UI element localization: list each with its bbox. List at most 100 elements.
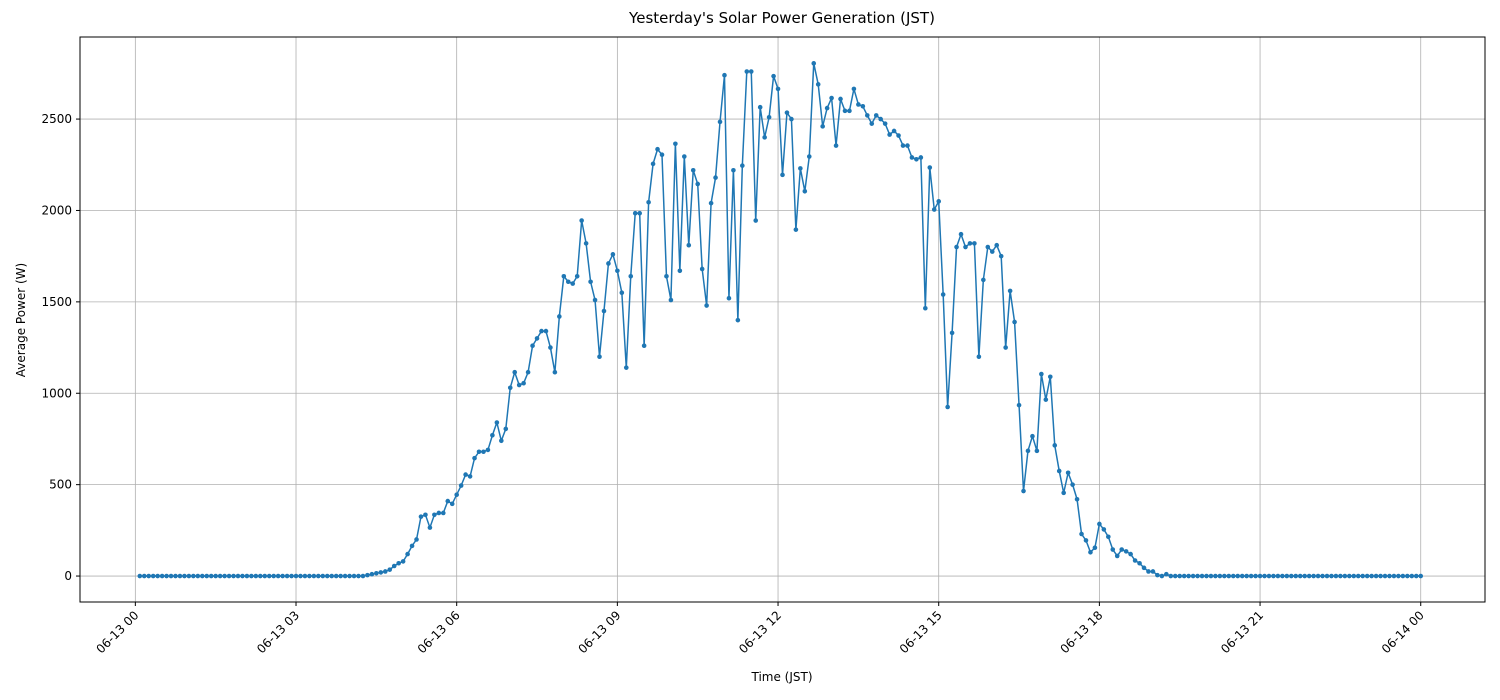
- data-point: [998, 253, 1004, 259]
- data-point: [1213, 573, 1218, 579]
- data-point: [1338, 573, 1343, 579]
- data-point: [869, 121, 875, 126]
- data-point: [231, 573, 236, 579]
- data-point: [1262, 573, 1267, 579]
- data-point: [931, 207, 937, 212]
- data-point: [208, 573, 214, 579]
- data-point: [1159, 573, 1165, 579]
- data-point: [235, 573, 241, 579]
- data-point: [851, 86, 857, 92]
- data-point: [713, 175, 718, 180]
- y-tick-label: 500: [49, 478, 72, 492]
- data-point: [722, 72, 727, 78]
- data-point: [1155, 572, 1160, 578]
- data-point: [753, 218, 759, 223]
- data-point: [1333, 573, 1339, 579]
- data-point: [521, 380, 526, 386]
- x-tick-label: 06-13 09: [575, 608, 623, 656]
- data-point: [512, 369, 518, 375]
- data-point: [1003, 345, 1008, 350]
- data-point: [1217, 573, 1223, 579]
- data-point: [137, 573, 143, 579]
- data-point: [1297, 573, 1303, 579]
- data-point: [284, 573, 290, 579]
- data-point: [632, 210, 638, 216]
- data-point: [1195, 573, 1200, 579]
- y-axis-label: Average Power (W): [14, 263, 28, 377]
- y-tick-label: 2500: [41, 112, 72, 126]
- data-point: [1146, 569, 1151, 574]
- data-point: [1235, 573, 1241, 579]
- series-line: [139, 62, 1421, 577]
- data-point: [539, 328, 544, 334]
- data-point: [1315, 573, 1321, 579]
- data-point: [472, 455, 477, 461]
- data-point: [1039, 371, 1044, 377]
- data-point: [266, 573, 272, 579]
- data-point: [1409, 573, 1415, 579]
- data-point: [793, 227, 799, 232]
- data-point: [989, 249, 995, 254]
- data-point: [1239, 573, 1245, 579]
- plot-area: [137, 61, 1424, 579]
- data-point: [548, 345, 553, 350]
- data-point: [1324, 573, 1330, 579]
- data-point: [574, 273, 580, 279]
- data-point: [1190, 573, 1196, 579]
- data-point: [1177, 573, 1183, 579]
- data-point: [1016, 402, 1022, 408]
- data-point: [976, 354, 982, 359]
- data-point: [423, 512, 428, 518]
- data-point: [985, 244, 991, 250]
- data-point: [887, 132, 892, 137]
- data-point: [1097, 521, 1102, 527]
- data-point: [601, 308, 607, 314]
- data-point: [503, 426, 509, 432]
- x-tick-label: 06-13 18: [1057, 608, 1105, 656]
- data-point: [1396, 573, 1401, 579]
- data-point: [856, 102, 861, 107]
- data-point: [909, 155, 915, 160]
- data-point: [963, 244, 968, 250]
- data-point: [1360, 573, 1366, 579]
- data-point: [543, 328, 549, 334]
- data-point: [811, 61, 817, 66]
- data-point: [1181, 573, 1187, 579]
- data-point: [182, 573, 187, 579]
- data-point: [1047, 374, 1053, 380]
- data-point: [623, 365, 629, 370]
- data-point: [588, 279, 593, 285]
- data-point: [1021, 488, 1026, 494]
- data-point: [164, 573, 169, 579]
- data-point: [967, 241, 973, 246]
- data-point: [490, 432, 495, 438]
- data-point: [494, 420, 500, 425]
- data-point: [949, 330, 955, 336]
- data-point: [409, 543, 415, 549]
- data-point: [146, 573, 152, 579]
- data-point: [445, 498, 451, 504]
- data-point: [199, 573, 205, 579]
- data-point: [1199, 573, 1205, 579]
- data-point: [1387, 573, 1392, 579]
- data-point: [655, 146, 660, 152]
- data-point: [1110, 547, 1116, 552]
- data-point: [1056, 468, 1062, 474]
- data-point: [731, 167, 736, 173]
- data-point: [771, 73, 776, 79]
- data-point: [516, 382, 522, 388]
- data-point: [847, 108, 852, 114]
- data-point: [155, 573, 160, 579]
- data-point: [592, 297, 598, 303]
- data-point: [1382, 573, 1388, 579]
- data-point: [204, 573, 210, 579]
- data-point: [333, 573, 339, 579]
- data-point: [240, 573, 245, 579]
- data-point: [1137, 560, 1142, 566]
- data-point: [775, 86, 781, 92]
- data-point: [1141, 565, 1147, 571]
- data-point: [405, 551, 410, 557]
- data-point: [829, 95, 834, 101]
- data-point: [686, 242, 692, 248]
- data-point: [253, 573, 259, 579]
